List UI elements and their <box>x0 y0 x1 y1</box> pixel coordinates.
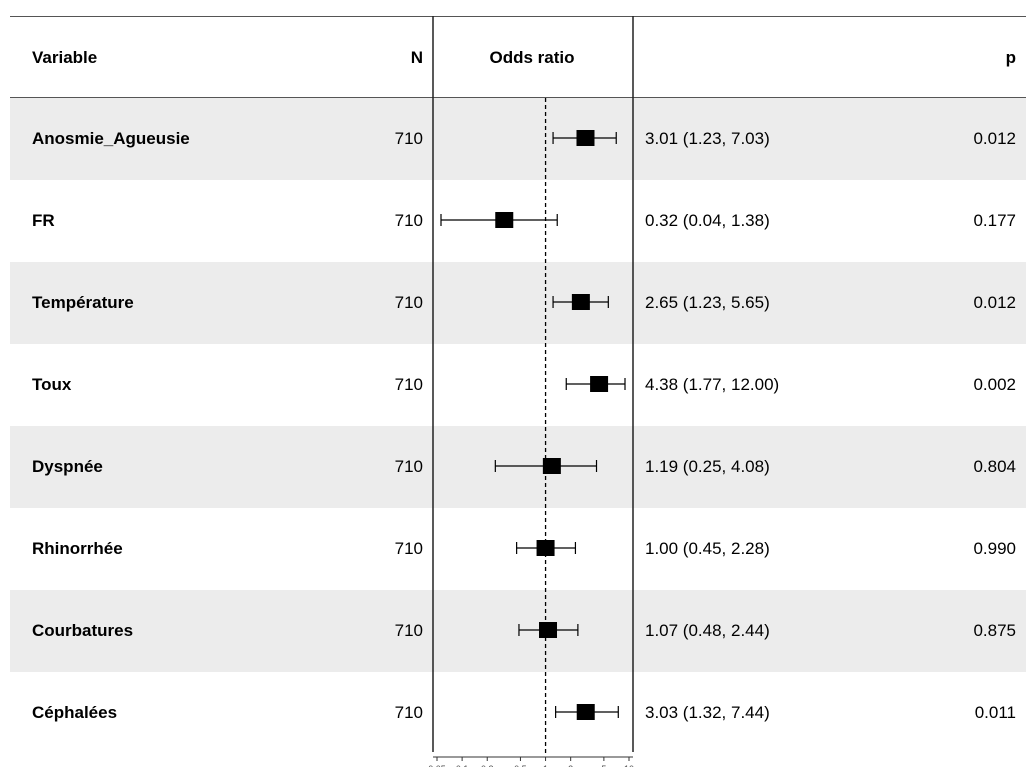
row-p-value: 0.177 <box>973 211 1016 230</box>
x-axis: 0.05 0.1 0.2 0.5 1 2 5 10 <box>428 756 634 767</box>
row-ci-text: 1.00 (0.45, 2.28) <box>645 539 770 558</box>
axis-tick-label: 1 <box>543 764 548 767</box>
row-p-value: 0.011 <box>975 703 1016 722</box>
or-point <box>576 704 595 720</box>
row-ci-text: 4.38 (1.77, 12.00) <box>645 375 779 394</box>
row-p-value: 0.012 <box>973 293 1016 312</box>
row-ci-text: 2.65 (1.23, 5.65) <box>645 293 770 312</box>
axis-tick-label: 0.1 <box>456 764 469 767</box>
row-variable-label: Dyspnée <box>32 457 103 476</box>
row-n-value: 710 <box>395 129 423 148</box>
row-p-value: 0.012 <box>973 129 1016 148</box>
row-ci-text: 3.03 (1.32, 7.44) <box>645 703 770 722</box>
or-point <box>539 622 558 638</box>
row-band <box>10 426 1026 508</box>
row-variable-label: Céphalées <box>32 703 117 722</box>
row-n-value: 710 <box>395 457 423 476</box>
row-band <box>10 590 1026 672</box>
row-n-value: 710 <box>395 375 423 394</box>
row-variable-label: Température <box>32 293 134 312</box>
axis-tick-label: 0.05 <box>428 764 446 767</box>
header-p: p <box>1006 48 1016 67</box>
or-point <box>495 212 514 228</box>
or-point <box>571 294 590 310</box>
row-n-value: 710 <box>395 703 423 722</box>
row-p-value: 0.002 <box>973 375 1016 394</box>
header-variable: Variable <box>32 48 97 67</box>
row-variable-label: Courbatures <box>32 621 133 640</box>
row-n-value: 710 <box>395 539 423 558</box>
row-band <box>10 262 1026 344</box>
row-p-value: 0.804 <box>973 457 1016 476</box>
row-band <box>10 98 1026 180</box>
axis-tick-label: 0.5 <box>514 764 527 767</box>
row-ci-text: 1.19 (0.25, 4.08) <box>645 457 770 476</box>
header-odds-ratio: Odds ratio <box>489 48 574 67</box>
row-variable-label: Toux <box>32 375 72 394</box>
row-n-value: 710 <box>395 293 423 312</box>
row-ci-text: 1.07 (0.48, 2.44) <box>645 621 770 640</box>
axis-tick-label: 5 <box>601 764 606 767</box>
row-variable-label: FR <box>32 211 55 230</box>
row-p-value: 0.875 <box>973 621 1016 640</box>
or-point <box>542 458 561 474</box>
header-n: N <box>411 48 423 67</box>
row-n-value: 710 <box>395 621 423 640</box>
axis-tick-label: 2 <box>568 764 573 767</box>
or-point <box>576 130 595 146</box>
row-ci-text: 0.32 (0.04, 1.38) <box>645 211 770 230</box>
rows: Anosmie_Agueusie 710 3.01 (1.23, 7.03) 0.01… <box>32 129 1016 722</box>
row-p-value: 0.990 <box>973 539 1016 558</box>
row-variable-label: Rhinorrhée <box>32 539 123 558</box>
row-bands <box>10 98 1026 672</box>
row-ci-text: 3.01 (1.23, 7.03) <box>645 129 770 148</box>
row-n-value: 710 <box>395 211 423 230</box>
or-point <box>590 376 609 392</box>
row-variable-label: Anosmie_Agueusie <box>32 129 190 148</box>
or-point <box>536 540 555 556</box>
axis-tick-label: 0.2 <box>481 764 494 767</box>
axis-tick-label: 10 <box>624 764 634 767</box>
